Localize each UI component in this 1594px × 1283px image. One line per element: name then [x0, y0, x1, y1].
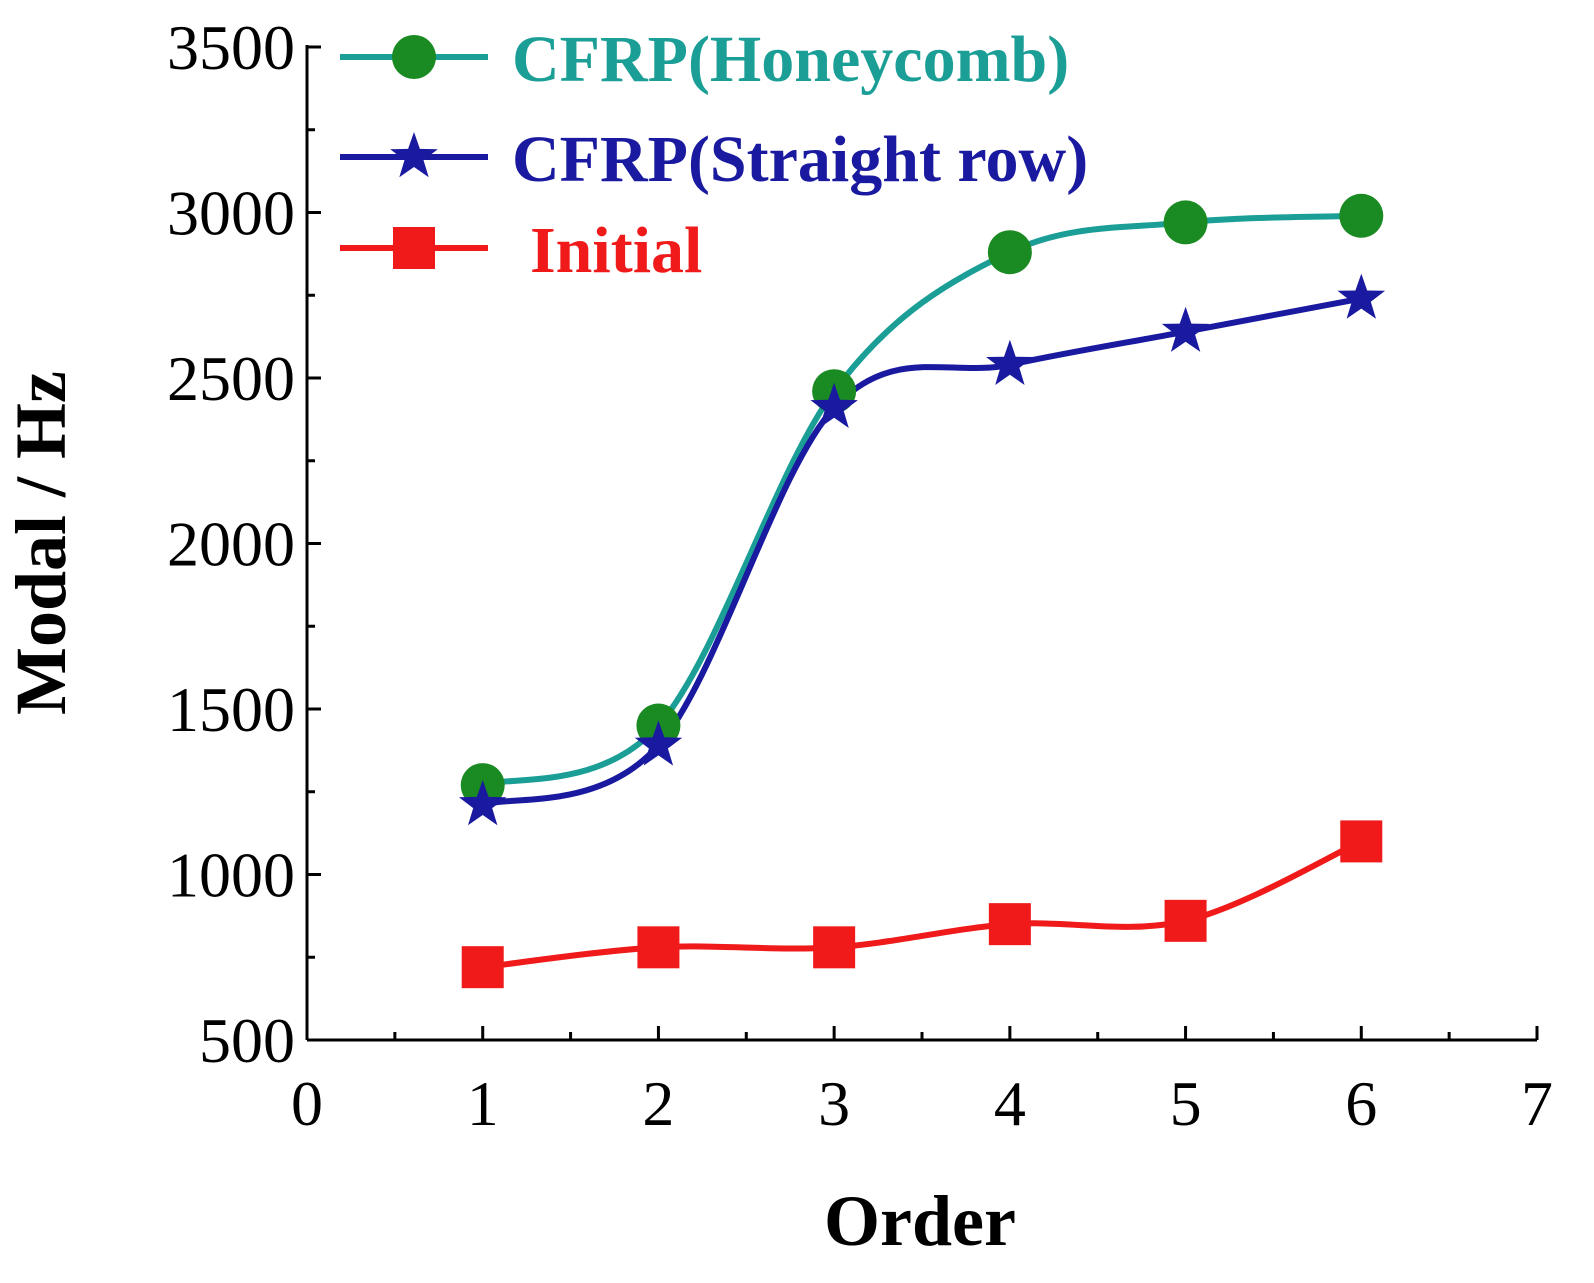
legend-label: CFRP(Honeycomb)	[512, 23, 1069, 96]
x-tick-label: 1	[467, 1068, 499, 1139]
data-point-square	[637, 926, 680, 969]
data-point-star	[1337, 273, 1386, 319]
legend-marker-circle	[392, 35, 436, 79]
data-point-circle	[1163, 200, 1208, 245]
y-tick-label: 3000	[167, 178, 295, 249]
data-point-star	[634, 720, 683, 766]
legend-label: Initial	[530, 214, 702, 287]
x-tick-label: 5	[1170, 1068, 1202, 1139]
y-tick-label: 500	[199, 1005, 295, 1076]
data-point-star	[986, 339, 1034, 385]
y-tick-label: 1000	[167, 840, 295, 911]
legend: CFRP(Honeycomb) CFRP(Straight row) Initial	[340, 23, 1088, 287]
data-point-square	[813, 926, 856, 969]
data-point-square	[461, 946, 504, 989]
x-axis-ticks: 0 1 2 3 4 5 6 7	[291, 1026, 1553, 1139]
y-tick-label: 1500	[167, 674, 295, 745]
x-tick-label: 3	[818, 1068, 850, 1139]
data-point-star	[458, 780, 507, 826]
y-axis-ticks: 500 1000 1500 2000 2500 3000 3500	[167, 12, 321, 1076]
data-point-square	[1340, 820, 1383, 863]
y-tick-label: 3500	[167, 12, 295, 83]
x-tick-label: 7	[1521, 1068, 1553, 1139]
series-line-1	[479, 295, 1365, 808]
data-point-star	[1161, 306, 1210, 352]
series-lines	[479, 212, 1365, 971]
data-point-square	[1164, 899, 1207, 942]
y-tick-label: 2000	[167, 509, 295, 580]
series-markers	[458, 193, 1386, 989]
x-tick-label: 4	[994, 1068, 1026, 1139]
data-point-circle	[987, 230, 1032, 275]
legend-label: CFRP(Straight row)	[512, 123, 1088, 196]
x-tick-label: 2	[642, 1068, 674, 1139]
x-tick-label: 6	[1345, 1068, 1377, 1139]
data-point-square	[988, 903, 1031, 946]
series-line-0	[479, 212, 1365, 789]
data-point-circle	[1339, 193, 1384, 238]
x-axis-title: Order	[824, 1181, 1016, 1261]
legend-marker-star	[390, 132, 438, 178]
data-point-star	[810, 382, 858, 428]
series-line-2	[479, 838, 1365, 971]
x-tick-label: 0	[291, 1068, 323, 1139]
y-tick-label: 2500	[167, 343, 295, 414]
legend-marker-square	[393, 227, 435, 269]
y-axis-title: Modal / Hz	[1, 371, 81, 715]
